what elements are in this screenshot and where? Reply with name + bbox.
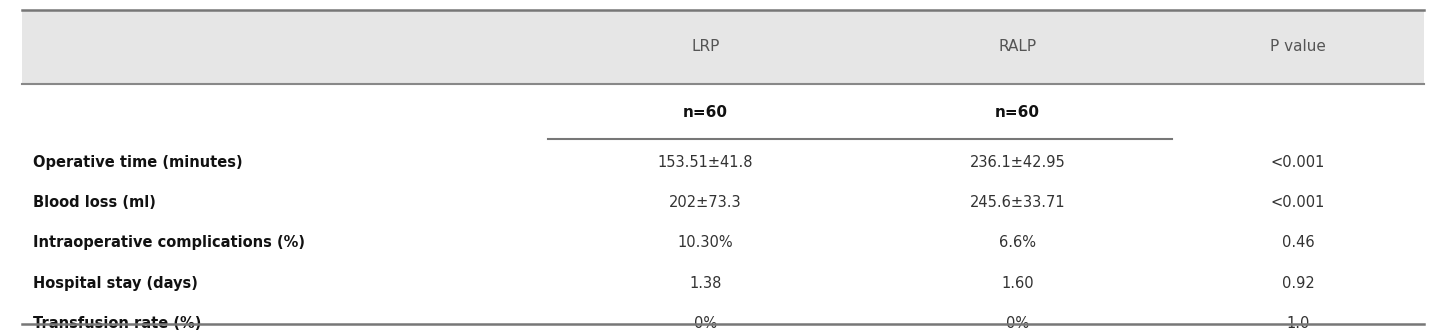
Text: <0.001: <0.001 bbox=[1271, 195, 1326, 210]
Text: P value: P value bbox=[1270, 39, 1326, 54]
Text: LRP: LRP bbox=[691, 39, 720, 54]
Text: 236.1±42.95: 236.1±42.95 bbox=[970, 155, 1066, 170]
Text: 1.60: 1.60 bbox=[1001, 276, 1034, 291]
Text: n=60: n=60 bbox=[995, 105, 1040, 120]
Text: n=60: n=60 bbox=[683, 105, 727, 120]
Text: 1.38: 1.38 bbox=[690, 276, 722, 291]
Text: 6.6%: 6.6% bbox=[999, 235, 1035, 250]
Text: 10.30%: 10.30% bbox=[678, 235, 733, 250]
Text: Transfusion rate (%): Transfusion rate (%) bbox=[33, 316, 201, 331]
Text: 0.92: 0.92 bbox=[1281, 276, 1314, 291]
Text: 0.46: 0.46 bbox=[1281, 235, 1314, 250]
Text: 245.6±33.71: 245.6±33.71 bbox=[970, 195, 1066, 210]
Text: 1.0: 1.0 bbox=[1287, 316, 1310, 331]
Text: RALP: RALP bbox=[999, 39, 1037, 54]
Bar bbox=[22, 10, 1424, 84]
Text: 0%: 0% bbox=[1006, 316, 1030, 331]
Text: Operative time (minutes): Operative time (minutes) bbox=[33, 155, 243, 170]
Text: 0%: 0% bbox=[694, 316, 717, 331]
Text: 153.51±41.8: 153.51±41.8 bbox=[658, 155, 753, 170]
Text: <0.001: <0.001 bbox=[1271, 155, 1326, 170]
Text: 202±73.3: 202±73.3 bbox=[669, 195, 742, 210]
Text: Blood loss (ml): Blood loss (ml) bbox=[33, 195, 156, 210]
Text: Intraoperative complications (%): Intraoperative complications (%) bbox=[33, 235, 305, 250]
Text: Hospital stay (days): Hospital stay (days) bbox=[33, 276, 198, 291]
